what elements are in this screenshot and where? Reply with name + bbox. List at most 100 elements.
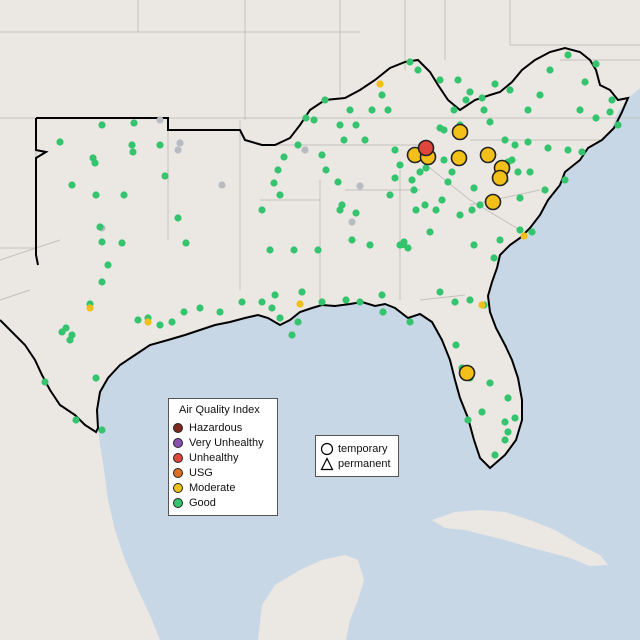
monitor-marker-good <box>581 78 589 86</box>
monitor-marker-good <box>361 136 369 144</box>
monitor-marker-good <box>391 146 399 154</box>
monitor-marker-good <box>501 436 509 444</box>
monitor-marker-good <box>294 141 302 149</box>
monitor-marker-good <box>491 80 499 88</box>
monitor-marker-good <box>98 121 106 129</box>
monitor-marker-good <box>444 178 452 186</box>
monitor-marker-good <box>516 194 524 202</box>
good-swatch-icon <box>173 498 183 508</box>
monitor-marker-good <box>302 114 310 122</box>
monitor-marker-good <box>120 191 128 199</box>
monitor-marker-good <box>564 146 572 154</box>
monitor-marker-good <box>268 304 276 312</box>
monitor-marker-good <box>356 298 364 306</box>
monitor-marker-good <box>336 121 344 129</box>
monitor-marker-temporary-moderate <box>458 364 476 382</box>
monitor-marker-good <box>98 426 106 434</box>
monitor-marker-good <box>524 106 532 114</box>
monitor-marker-good <box>168 318 176 326</box>
monitor-marker-good <box>614 121 622 129</box>
monitor-marker-good <box>196 304 204 312</box>
monitor-marker-good <box>216 308 224 316</box>
legend-item-moderate: Moderate <box>173 481 235 495</box>
monitor-marker-good <box>478 408 486 416</box>
monitor-marker-good <box>514 168 522 176</box>
monitor-marker-good <box>578 148 586 156</box>
monitor-marker-temporary-moderate <box>451 123 469 141</box>
monitor-marker-good <box>421 201 429 209</box>
legend-item-very-unhealthy: Very Unhealthy <box>173 436 264 450</box>
monitor-marker-no-data <box>356 182 364 190</box>
monitor-marker-good <box>501 136 509 144</box>
monitor-marker-good <box>68 181 76 189</box>
monitor-marker-good <box>440 126 448 134</box>
monitor-marker-good <box>346 106 354 114</box>
monitor-marker-good <box>516 226 524 234</box>
monitor-marker-good <box>440 156 448 164</box>
monitor-marker-good <box>288 331 296 339</box>
monitor-marker-good <box>564 51 572 59</box>
monitor-marker-good <box>338 201 346 209</box>
monitor-marker-good <box>130 119 138 127</box>
monitor-marker-good <box>528 228 536 236</box>
monitor-marker-good <box>274 166 282 174</box>
monitor-marker-good <box>92 374 100 382</box>
monitor-marker-good <box>436 76 444 84</box>
region-outline-west <box>35 118 49 266</box>
monitor-marker-good <box>182 239 190 247</box>
monitor-marker-good <box>432 206 440 214</box>
monitor-marker-good <box>480 106 488 114</box>
monitor-marker-good <box>486 379 494 387</box>
monitor-markers <box>41 51 622 459</box>
monitor-marker-good <box>451 298 459 306</box>
monitor-marker-no-data <box>174 146 182 154</box>
monitor-marker-good <box>490 254 498 262</box>
monitor-marker-good <box>576 106 584 114</box>
monitor-marker-temporary-moderate <box>479 146 497 164</box>
monitor-marker-good <box>454 76 462 84</box>
monitor-marker-good <box>462 96 470 104</box>
monitor-marker-good <box>92 191 100 199</box>
monitor-marker-good <box>180 308 188 316</box>
monitor-marker-good <box>466 296 474 304</box>
monitor-marker-good <box>416 168 424 176</box>
monitor-marker-temporary-moderate <box>484 193 502 211</box>
monitor-marker-good <box>511 414 519 422</box>
monitor-marker-good <box>62 324 70 332</box>
monitor-marker-good <box>511 141 519 149</box>
monitor-marker-good <box>321 96 329 104</box>
legend-item-permanent: permanent <box>320 457 391 471</box>
legend-label: permanent <box>338 458 391 470</box>
monitor-marker-good <box>406 318 414 326</box>
monitor-marker-no-data <box>348 218 356 226</box>
monitor-marker-good <box>322 166 330 174</box>
monitor-marker-good <box>156 141 164 149</box>
monitor-marker-good <box>161 172 169 180</box>
moderate-swatch-icon <box>173 483 183 493</box>
monitor-marker-good <box>72 416 80 424</box>
monitor-marker-good <box>156 321 164 329</box>
monitor-marker-good <box>366 241 374 249</box>
circle-icon <box>320 442 334 456</box>
monitor-marker-good <box>414 66 422 74</box>
monitor-marker-good <box>592 60 600 68</box>
legend-item-usg: USG <box>173 466 213 480</box>
monitor-marker-moderate <box>296 300 304 308</box>
monitor-marker-good <box>348 236 356 244</box>
monitor-marker-good <box>258 206 266 214</box>
monitor-marker-good <box>406 58 414 66</box>
monitor-marker-no-data <box>156 116 164 124</box>
monitor-marker-no-data <box>301 146 309 154</box>
monitor-marker-good <box>378 91 386 99</box>
monitor-marker-good <box>334 178 342 186</box>
monitor-marker-good <box>504 428 512 436</box>
monitor-type-legend: temporary permanent <box>315 435 399 477</box>
monitor-marker-good <box>270 179 278 187</box>
monitor-marker-good <box>41 378 49 386</box>
monitor-marker-good <box>496 236 504 244</box>
monitor-marker-good <box>426 228 434 236</box>
monitor-marker-good <box>96 223 104 231</box>
monitor-marker-good <box>342 296 350 304</box>
